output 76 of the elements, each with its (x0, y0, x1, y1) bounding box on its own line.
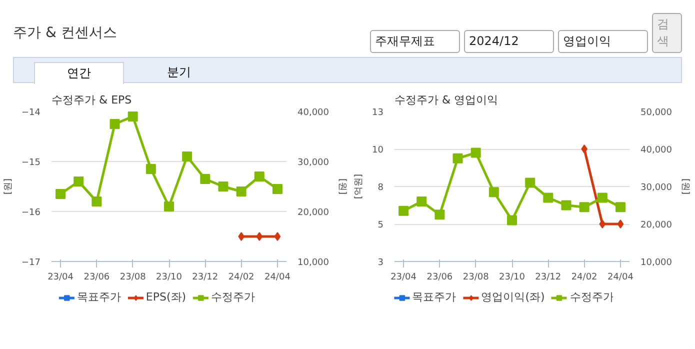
y2-axis-title: [원] (336, 178, 347, 195)
x-tick-label: 23/12 (535, 272, 562, 282)
point (254, 172, 264, 182)
point (561, 200, 572, 210)
legend-label: 목표주가 (76, 290, 121, 304)
point (218, 182, 228, 192)
y-tick-label: 8 (378, 183, 384, 193)
x-tick-label: 23/04 (48, 272, 74, 282)
text: 주가 & 컨센서스 (13, 24, 117, 44)
point (615, 202, 626, 212)
text: 검색 (652, 13, 682, 54)
y2-tick-label: 50,000 (640, 108, 672, 118)
y2-tick-label: 30,000 (640, 183, 672, 193)
y-tick-label: −14 (22, 108, 41, 118)
y-tick-label: −16 (22, 208, 41, 218)
point (92, 196, 102, 206)
point (579, 202, 590, 212)
x-tick-label: 24/02 (228, 272, 254, 282)
point (525, 178, 536, 188)
x-tick-label: 23/12 (192, 272, 218, 282)
point (452, 153, 463, 164)
y2-tick-label: 30,000 (298, 158, 330, 168)
legend-label: 영업이익(좌) (481, 290, 545, 304)
x-tick-label: 23/08 (462, 272, 490, 282)
point (236, 186, 246, 196)
point (398, 206, 409, 216)
point (470, 148, 481, 158)
x-tick-label: 24/04 (264, 272, 291, 282)
x-tick-label: 23/06 (426, 272, 453, 282)
point (597, 192, 608, 203)
y2-tick-label: 20,000 (298, 208, 330, 218)
x-tick-label: 24/02 (571, 272, 598, 282)
point (74, 176, 84, 186)
text: 주재무제표 (370, 30, 460, 54)
y2-tick-label: 10,000 (298, 258, 330, 268)
legend-label: EPS(좌) (146, 290, 186, 304)
text: 분기 (166, 64, 192, 82)
point (488, 187, 499, 198)
point (110, 119, 120, 129)
point (272, 184, 282, 194)
y-axis-title: [억원] (354, 174, 364, 200)
point (56, 189, 66, 199)
y-tick-label: 13 (372, 108, 384, 118)
y-tick-label: 5 (378, 220, 384, 230)
legend-label: 수정주가 (211, 290, 256, 304)
legend-label: 목표주가 (412, 290, 456, 304)
chart-title: 수정주가 & 영업이익 (394, 94, 498, 106)
point (543, 192, 554, 203)
x-tick-label: 23/06 (84, 272, 110, 282)
point (200, 174, 210, 184)
y2-tick-label: 20,000 (640, 220, 672, 230)
y-tick-label: −17 (22, 258, 41, 268)
y2-tick-label: 10,000 (640, 258, 672, 268)
x-tick-label: 24/04 (607, 272, 634, 282)
point (164, 202, 174, 212)
point (507, 215, 517, 226)
y2-tick-label: 40,000 (640, 146, 672, 156)
y-tick-label: 10 (372, 146, 384, 156)
y-tick-label: 3 (378, 258, 384, 268)
x-tick-label: 23/08 (120, 272, 146, 282)
point (182, 152, 192, 162)
text: 영업이익 (558, 30, 648, 54)
point (416, 196, 427, 206)
x-tick-label: 23/04 (390, 272, 417, 282)
point (146, 164, 156, 174)
text: 2024/12 (464, 30, 554, 54)
x-tick-label: 23/10 (499, 272, 526, 282)
x-tick-label: 23/10 (156, 272, 182, 282)
y-tick-label: −15 (22, 158, 41, 168)
point (434, 210, 445, 220)
y2-axis-title: [원] (680, 178, 690, 195)
chart-title: 수정주가 & EPS (52, 94, 132, 106)
y-axis-title: [원] (4, 178, 14, 195)
point (128, 112, 138, 122)
text: 연간 (34, 62, 124, 84)
y2-tick-label: 40,000 (298, 108, 330, 118)
